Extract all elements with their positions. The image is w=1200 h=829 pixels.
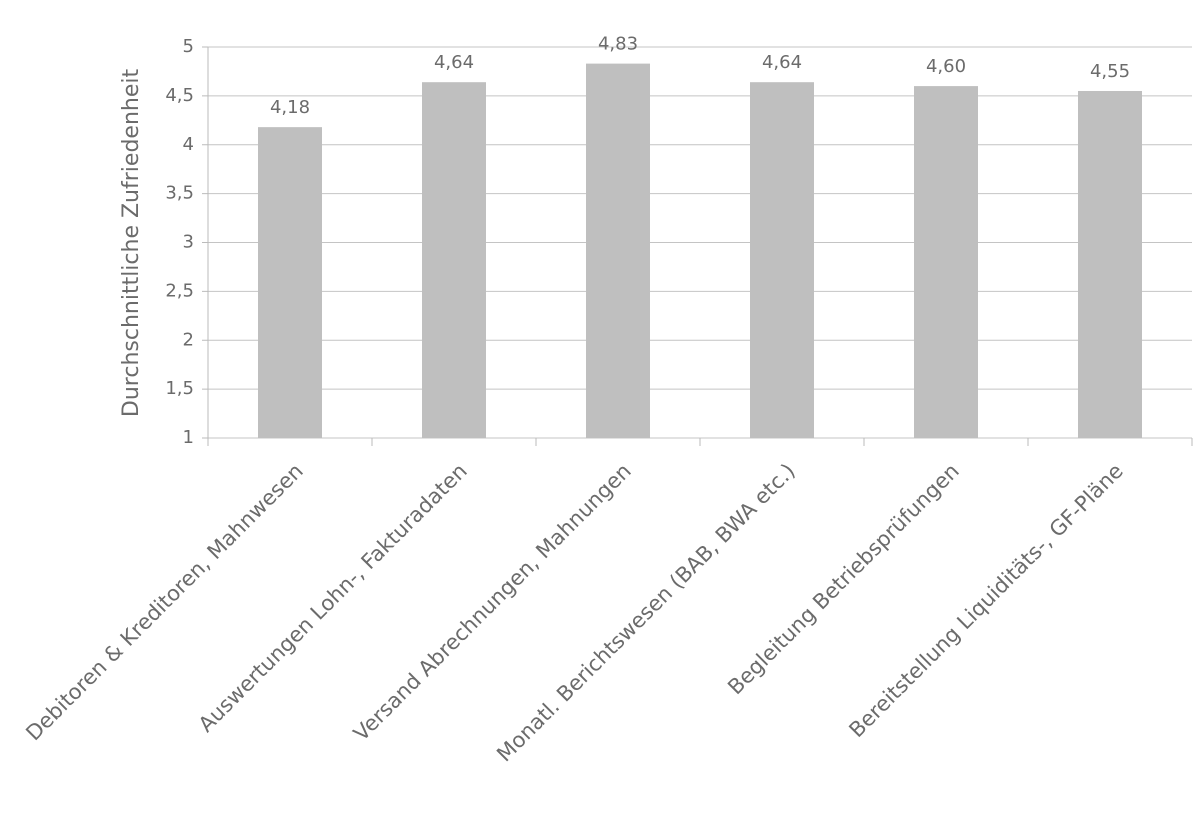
y-tick-label: 4 — [183, 134, 194, 155]
y-tick-label: 3 — [183, 232, 194, 253]
y-tick-label: 2,5 — [165, 280, 194, 301]
value-label: 4,64 — [762, 52, 802, 73]
x-tick-label: Debitoren & Kreditoren, Mahnwesen — [21, 459, 308, 746]
y-tick-label: 1 — [183, 427, 194, 448]
y-tick-label: 4,5 — [165, 85, 194, 106]
y-tick-label: 3,5 — [165, 183, 194, 204]
x-tick-label: Monatl. Berichtswesen (BAB, BWA etc.) — [492, 459, 800, 767]
bar — [750, 82, 814, 438]
value-label: 4,55 — [1090, 61, 1130, 82]
y-tick-label: 5 — [183, 36, 194, 57]
value-label: 4,18 — [270, 97, 310, 118]
value-label: 4,60 — [926, 56, 966, 77]
bar — [914, 86, 978, 438]
value-label: 4,64 — [434, 52, 474, 73]
bar — [586, 63, 650, 439]
bar — [422, 82, 486, 438]
y-tick-label: 1,5 — [165, 378, 194, 399]
x-tick-label: Versand Abrechnungen, Mahnungen — [349, 459, 636, 746]
value-label: 4,83 — [598, 34, 638, 55]
bar — [1078, 90, 1142, 439]
bar — [258, 127, 322, 438]
x-tick-label: Auswertungen Lohn-, Fakturadaten — [194, 459, 472, 737]
y-axis-title: Durchschnittliche Zufriedenheit — [119, 69, 144, 418]
y-tick-label: 2 — [183, 329, 194, 350]
x-tick-label: Bereitstellung Liquiditäts-, GF-Pläne — [844, 459, 1127, 742]
